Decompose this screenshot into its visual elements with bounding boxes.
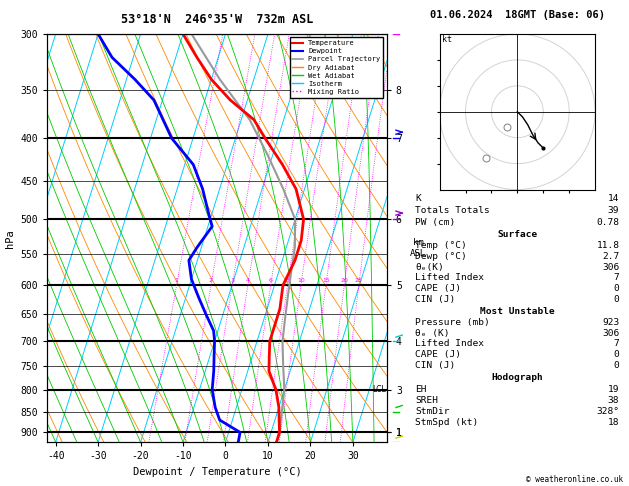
Text: © weatheronline.co.uk: © weatheronline.co.uk: [526, 474, 623, 484]
Text: 18: 18: [608, 418, 620, 427]
Text: 11.8: 11.8: [596, 241, 620, 250]
Text: 10: 10: [297, 278, 305, 283]
Text: kt: kt: [442, 35, 452, 44]
Text: PW (cm): PW (cm): [415, 218, 455, 227]
Text: 01.06.2024  18GMT (Base: 06): 01.06.2024 18GMT (Base: 06): [430, 10, 605, 19]
Text: 0: 0: [614, 295, 620, 304]
Text: 53°18'N  246°35'W  732m ASL: 53°18'N 246°35'W 732m ASL: [121, 13, 313, 26]
Text: 2.7: 2.7: [602, 252, 620, 261]
Text: 3: 3: [230, 278, 234, 283]
Text: 6: 6: [269, 278, 272, 283]
Text: 328°: 328°: [596, 407, 620, 416]
Text: 923: 923: [602, 317, 620, 327]
Text: StmSpd (kt): StmSpd (kt): [415, 418, 479, 427]
Text: Temp (°C): Temp (°C): [415, 241, 467, 250]
Text: 0: 0: [614, 361, 620, 370]
Text: K: K: [415, 193, 421, 203]
Text: Lifted Index: Lifted Index: [415, 273, 484, 282]
X-axis label: Dewpoint / Temperature (°C): Dewpoint / Temperature (°C): [133, 467, 301, 477]
Text: 7: 7: [614, 273, 620, 282]
Text: EH: EH: [415, 384, 427, 394]
Text: 0: 0: [614, 284, 620, 293]
Text: Hodograph: Hodograph: [491, 373, 543, 382]
Text: 0: 0: [614, 350, 620, 360]
Text: 14: 14: [608, 193, 620, 203]
Text: 306: 306: [602, 262, 620, 272]
Text: Totals Totals: Totals Totals: [415, 206, 490, 215]
Y-axis label: hPa: hPa: [5, 229, 15, 247]
Text: 306: 306: [602, 329, 620, 338]
Text: Surface: Surface: [498, 230, 537, 239]
Text: 1: 1: [175, 278, 179, 283]
Text: 8: 8: [286, 278, 289, 283]
Text: LCL: LCL: [372, 385, 386, 394]
Text: 4: 4: [246, 278, 250, 283]
Text: StmDir: StmDir: [415, 407, 450, 416]
Text: 2: 2: [209, 278, 213, 283]
Text: CAPE (J): CAPE (J): [415, 284, 461, 293]
Text: 25: 25: [355, 278, 363, 283]
Text: Lifted Index: Lifted Index: [415, 339, 484, 348]
Text: Pressure (mb): Pressure (mb): [415, 317, 490, 327]
Text: SREH: SREH: [415, 396, 438, 405]
Text: CIN (J): CIN (J): [415, 295, 455, 304]
Y-axis label: km
ASL: km ASL: [410, 238, 426, 258]
Text: θₑ (K): θₑ (K): [415, 329, 450, 338]
Text: 7: 7: [614, 339, 620, 348]
Text: CAPE (J): CAPE (J): [415, 350, 461, 360]
Text: 15: 15: [322, 278, 330, 283]
Text: 0.78: 0.78: [596, 218, 620, 227]
Text: CIN (J): CIN (J): [415, 361, 455, 370]
Text: 19: 19: [608, 384, 620, 394]
Legend: Temperature, Dewpoint, Parcel Trajectory, Dry Adiabat, Wet Adiabat, Isotherm, Mi: Temperature, Dewpoint, Parcel Trajectory…: [289, 37, 383, 98]
Text: Most Unstable: Most Unstable: [480, 307, 555, 316]
Text: 39: 39: [608, 206, 620, 215]
Text: 20: 20: [340, 278, 348, 283]
Text: Dewp (°C): Dewp (°C): [415, 252, 467, 261]
Text: 38: 38: [608, 396, 620, 405]
Text: θₑ(K): θₑ(K): [415, 262, 444, 272]
